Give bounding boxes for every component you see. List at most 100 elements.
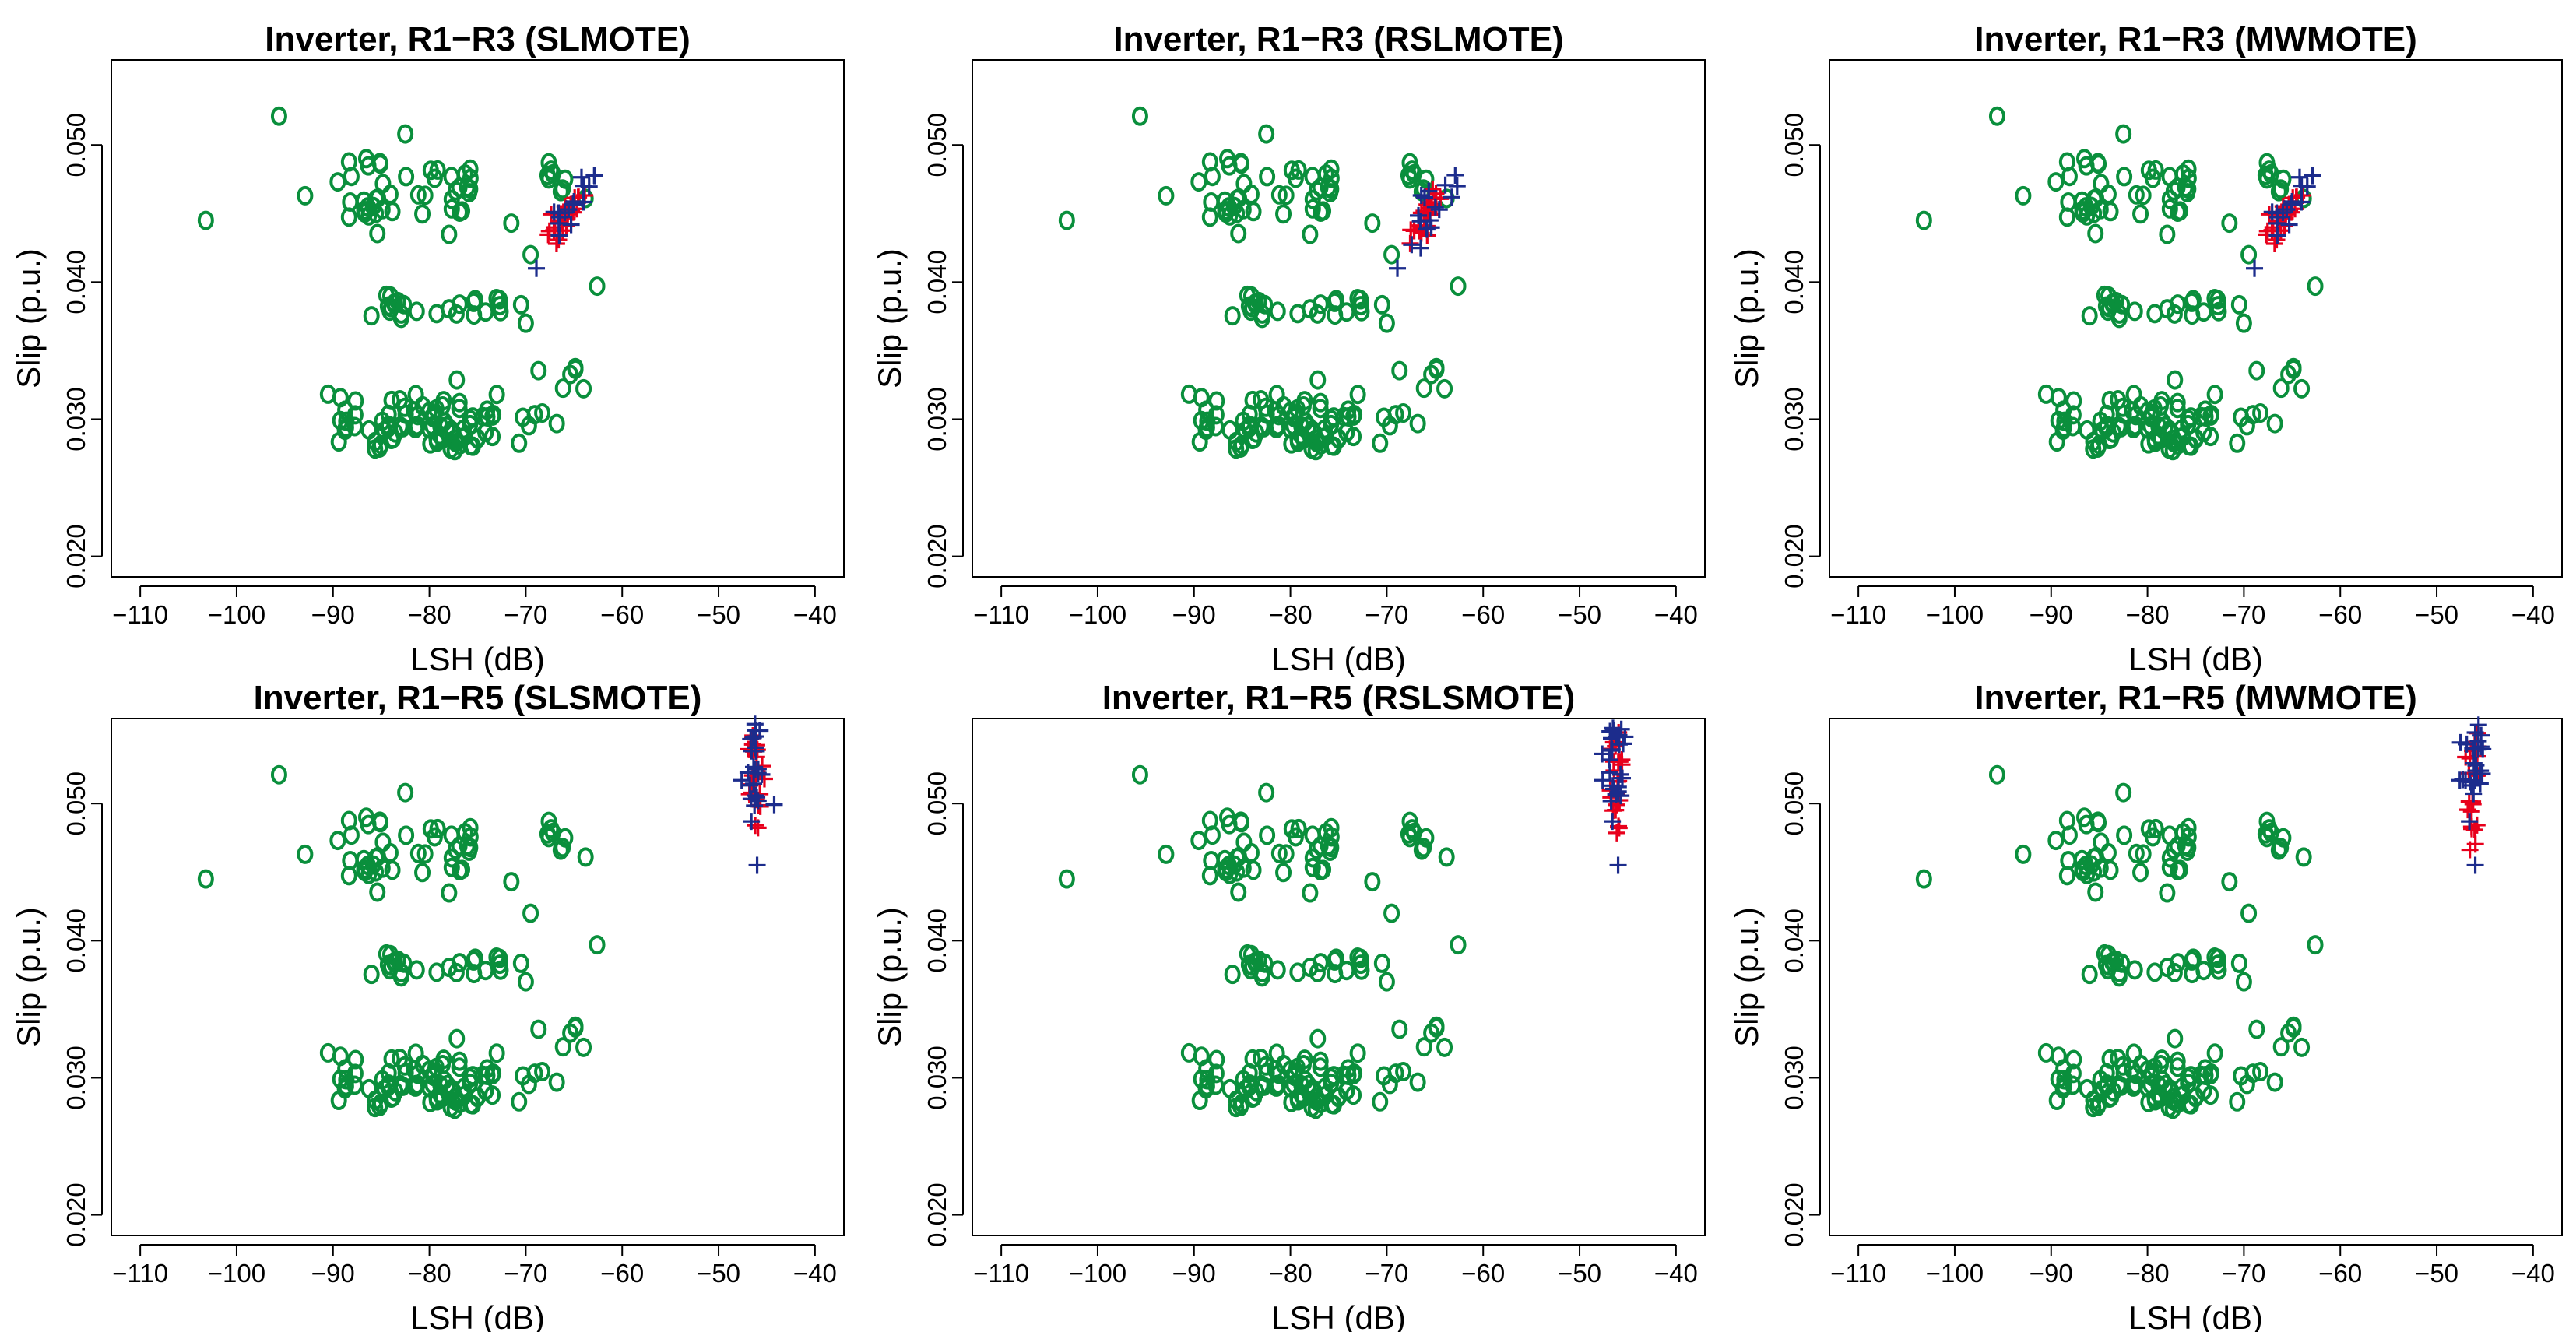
data-point-circle	[2167, 370, 2184, 390]
x-tick-label: −70	[1365, 600, 1408, 629]
data-point-circle	[2079, 206, 2096, 226]
data-point-circle	[1373, 953, 1390, 973]
data-point-circle	[2050, 1046, 2067, 1067]
data-point-circle	[1364, 872, 1381, 892]
data-point-circle	[441, 883, 458, 903]
data-point-circle	[346, 1075, 364, 1095]
data-point-circle	[526, 1063, 543, 1084]
panel-title: Inverter, R1−R3 (RSLMOTE)	[1113, 20, 1563, 58]
x-tick-label: −80	[1269, 600, 1313, 629]
y-tick-label: 0.050	[62, 113, 90, 177]
data-point-plus	[2465, 785, 2483, 803]
data-point-circle	[1312, 1051, 1329, 1071]
data-point-circle	[1988, 764, 2005, 785]
data-point-circle	[1409, 413, 1426, 434]
data-point-plus	[2460, 793, 2478, 810]
panel-title: Inverter, R1−R5 (RSLSMOTE)	[1102, 679, 1576, 717]
data-point-circle	[397, 782, 414, 803]
data-point-circle	[1269, 301, 1286, 322]
data-point-circle	[1235, 174, 1253, 194]
data-point-circle	[2261, 160, 2278, 181]
data-point-circle	[1327, 948, 1344, 968]
data-point-circle	[2293, 378, 2311, 399]
data-point-plus	[2304, 166, 2321, 184]
x-tick-label: −90	[2030, 600, 2073, 629]
data-point-circle	[1450, 935, 1467, 955]
data-point-circle	[1303, 439, 1320, 459]
data-point-circle	[1438, 847, 1455, 867]
data-point-circle	[297, 844, 314, 864]
data-point-circle	[387, 423, 404, 443]
data-point-circle	[1221, 864, 1239, 884]
data-point-circle	[488, 1043, 505, 1063]
y-axis: 0.020 0.030 0.040 0.050	[923, 771, 964, 1247]
y-tick-label: 0.040	[923, 909, 951, 973]
data-point-plus	[2474, 740, 2492, 758]
data-point-plus	[1446, 166, 1464, 184]
data-point-circle	[425, 408, 442, 428]
x-axis-label: LSH (dB)	[410, 641, 545, 677]
data-point-circle	[1199, 1070, 1216, 1090]
data-point-circle	[383, 1049, 400, 1069]
data-point-circle	[477, 302, 494, 322]
data-point-circle	[1322, 182, 1339, 202]
data-point-circle	[1302, 883, 1319, 903]
data-point-circle	[451, 399, 468, 419]
data-point-circle	[1286, 1067, 1303, 1087]
data-point-circle	[1387, 405, 1404, 425]
data-point-circle	[2195, 302, 2212, 322]
data-point-plus	[744, 729, 762, 747]
data-point-plus	[747, 760, 764, 778]
data-point-circle	[1058, 869, 1075, 889]
data-point-plus	[2290, 168, 2308, 186]
data-point-circle	[2258, 169, 2276, 189]
x-tick-label: −80	[408, 600, 452, 629]
data-point-circle	[2101, 390, 2118, 410]
data-point-circle	[2280, 364, 2297, 385]
data-point-circle	[2100, 286, 2117, 306]
data-point-circle	[534, 403, 551, 423]
data-point-circle	[1289, 430, 1306, 450]
data-point-circle	[2114, 397, 2131, 417]
data-point-circle	[477, 961, 494, 981]
data-point-circle	[503, 872, 520, 892]
x-tick-label: −110	[1830, 600, 1886, 629]
data-point-circle	[416, 185, 434, 206]
x-axis-label: LSH (dB)	[2128, 641, 2263, 677]
data-point-circle	[2275, 828, 2292, 848]
y-tick-label: 0.050	[923, 113, 951, 177]
data-point-plus	[2462, 803, 2480, 821]
plot-frame	[1829, 718, 2563, 1236]
x-tick-label: −50	[1558, 600, 1601, 629]
data-point-circle	[270, 764, 287, 785]
data-point-plus	[1609, 856, 1627, 874]
data-point-circle	[2128, 843, 2145, 863]
data-point-circle	[1158, 844, 1175, 864]
data-point-plus	[1418, 220, 1436, 238]
data-point-circle	[329, 172, 346, 192]
x-tick-label: −50	[697, 600, 740, 629]
data-point-circle	[522, 903, 539, 923]
data-point-circle	[1292, 425, 1309, 445]
data-point-circle	[1309, 1028, 1327, 1049]
y-tick-label: 0.020	[62, 1183, 90, 1247]
data-point-circle	[2093, 174, 2110, 194]
data-point-circle	[1232, 153, 1249, 173]
data-point-circle	[466, 948, 483, 968]
data-point-circle	[443, 199, 460, 219]
data-point-circle	[554, 1037, 571, 1057]
data-point-plus	[749, 792, 767, 810]
data-point-circle	[503, 213, 520, 234]
data-point-circle	[441, 299, 458, 319]
data-point-circle	[2074, 200, 2091, 220]
panel-title: Inverter, R1−R5 (SLSMOTE)	[254, 679, 702, 717]
scatter-panel-5: Inverter, R1−R5 (RSLSMOTE) −110 −100 −90 −80…	[871, 679, 1706, 1332]
y-tick-label: 0.040	[62, 250, 90, 315]
data-point-circle	[575, 1037, 592, 1057]
data-point-circle	[461, 841, 478, 861]
data-point-circle	[2252, 1062, 2269, 1082]
data-point-circle	[343, 167, 360, 187]
data-point-circle	[1242, 944, 1260, 965]
data-point-circle	[398, 825, 415, 845]
data-point-circle	[1295, 396, 1312, 416]
